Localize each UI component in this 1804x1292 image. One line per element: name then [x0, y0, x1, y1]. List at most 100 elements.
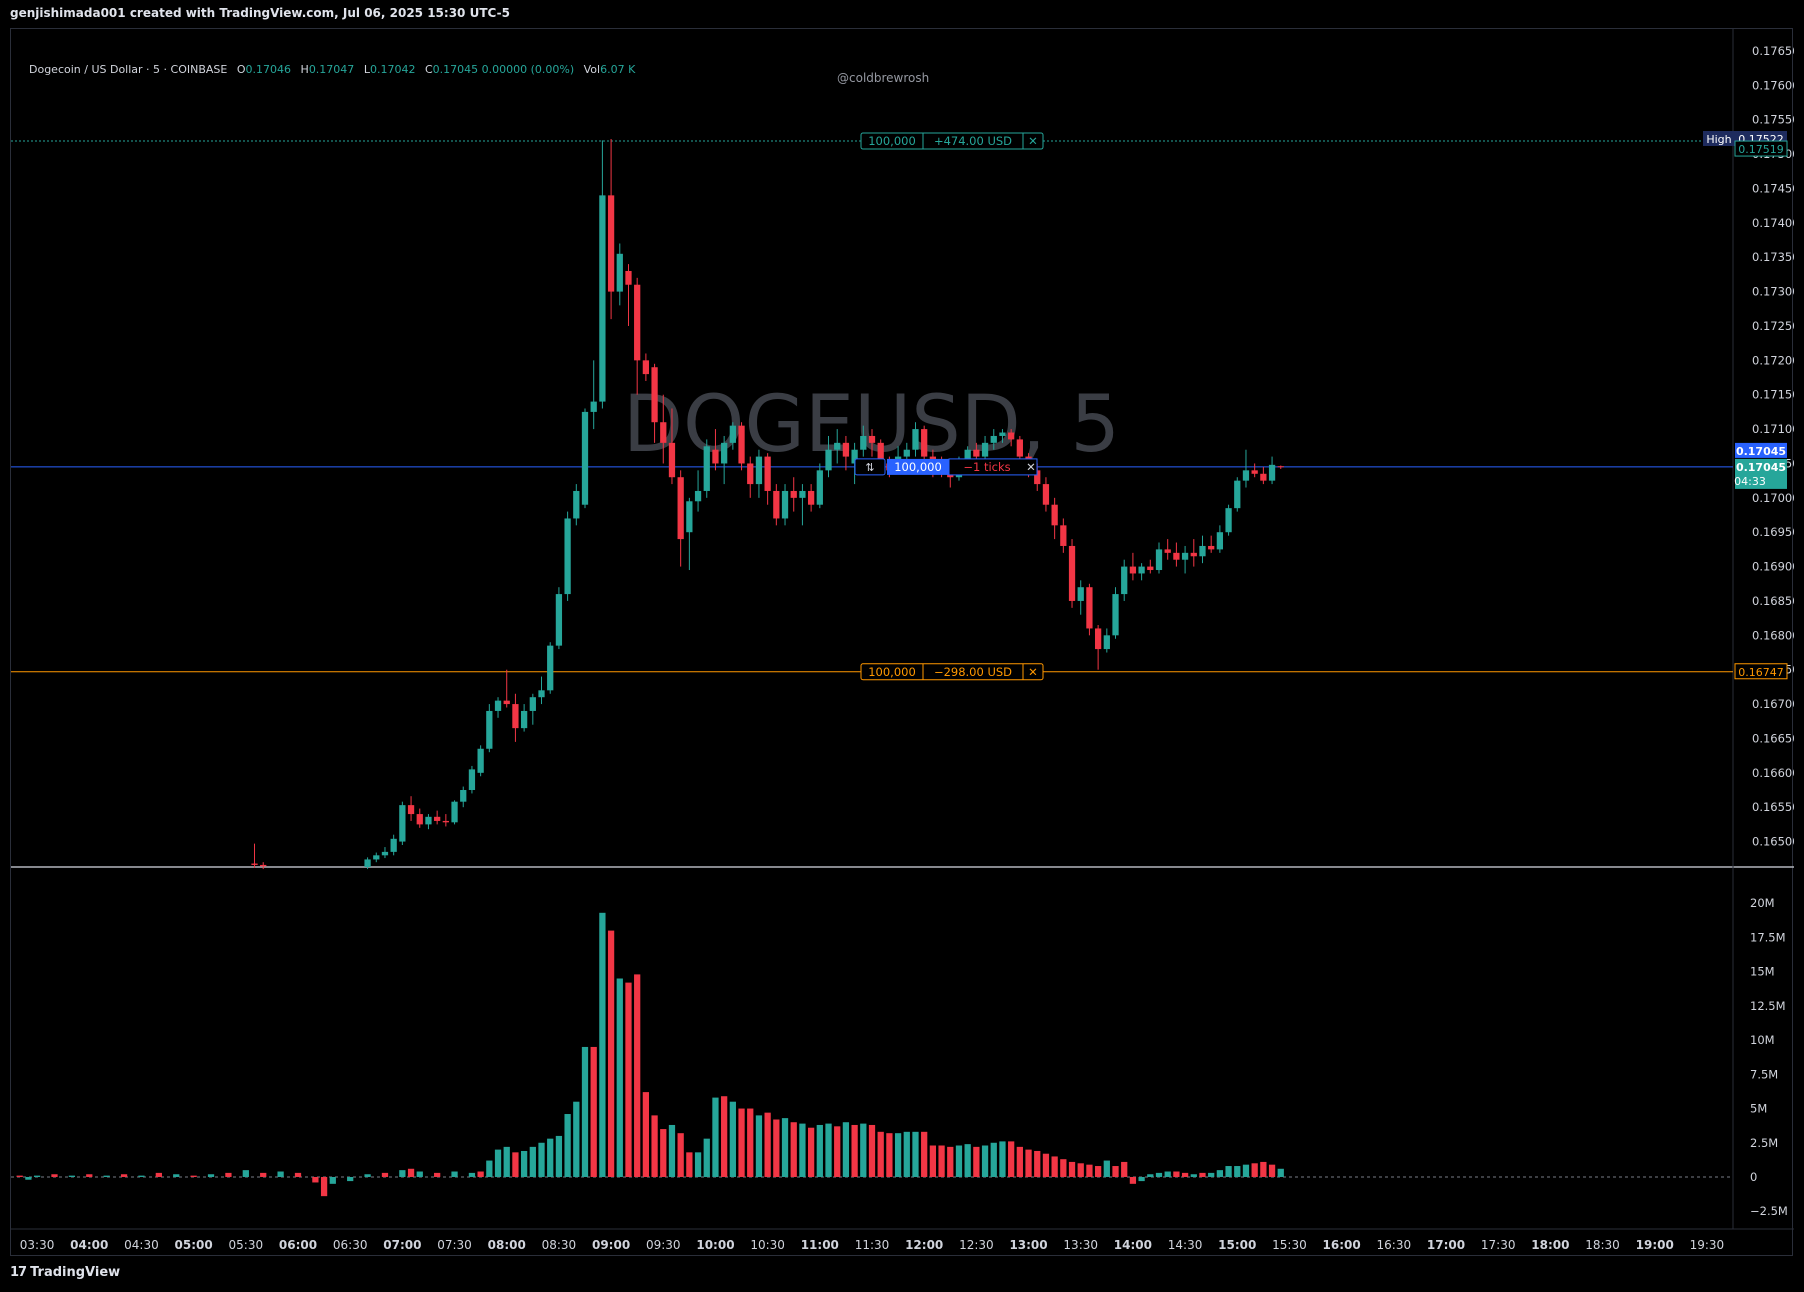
- volume-bar: [312, 1176, 319, 1183]
- volume-bar: [660, 1129, 667, 1177]
- volume-bar: [520, 1150, 528, 1177]
- candle-body: [1129, 566, 1137, 574]
- position-close-icon[interactable]: ✕: [1026, 460, 1036, 474]
- volume-bar: [364, 1174, 371, 1177]
- volume-bar: [842, 1122, 850, 1177]
- volume-bar: [451, 1171, 458, 1177]
- volume-bar: [1147, 1174, 1154, 1177]
- volume-bar: [25, 1176, 32, 1180]
- legend-volume-value: 6.07 K: [600, 63, 636, 76]
- volume-bar: [1112, 1166, 1119, 1177]
- volume-bar: [981, 1145, 989, 1177]
- take-profit-order-close-icon[interactable]: ✕: [1028, 134, 1038, 148]
- candle-body: [1155, 549, 1163, 571]
- volume-bar: [503, 1146, 510, 1177]
- volume-bar: [747, 1108, 754, 1177]
- time-tick-label: 12:00: [905, 1238, 943, 1252]
- volume-bar: [555, 1135, 563, 1177]
- volume-bar: [1016, 1146, 1023, 1177]
- stop-loss-order-close-icon[interactable]: ✕: [1028, 665, 1038, 679]
- volume-bar: [816, 1124, 823, 1177]
- volume-tick-label: 15M: [1750, 965, 1775, 979]
- volume-bar: [686, 1152, 693, 1177]
- reverse-position-icon[interactable]: ⇅: [865, 461, 874, 474]
- high-label-box: [1703, 130, 1735, 146]
- volume-bar: [860, 1123, 867, 1177]
- candle-body: [1268, 464, 1276, 481]
- candle-body: [390, 838, 397, 852]
- legend-open-value: 0.17046: [245, 63, 292, 76]
- volume-bar: [347, 1176, 354, 1182]
- candle-body: [825, 449, 832, 471]
- volume-bar: [33, 1175, 41, 1177]
- candle-body: [451, 801, 458, 823]
- candle-body: [494, 700, 502, 711]
- time-tick-label: 15:00: [1218, 1238, 1256, 1252]
- candle-body: [729, 425, 736, 443]
- candle-body: [442, 820, 449, 823]
- candlestick-chart[interactable]: DOGEUSD, 50.176500.176000.175500.175000.…: [11, 29, 1794, 1257]
- candle-body: [790, 490, 797, 498]
- volume-bar: [773, 1119, 780, 1177]
- volume-bar: [677, 1133, 684, 1177]
- legend-symbol[interactable]: Dogecoin / US Dollar · 5 · COINBASE: [29, 63, 228, 76]
- volume-bar: [781, 1118, 789, 1177]
- volume-bar: [138, 1175, 145, 1177]
- time-tick-label: 04:00: [70, 1238, 108, 1252]
- candle-body: [425, 816, 432, 825]
- tradingview-brand[interactable]: 17 TradingView: [10, 1265, 120, 1280]
- candle-body: [1094, 628, 1102, 650]
- time-tick-label: 17:00: [1427, 1238, 1465, 1252]
- candle-body: [1051, 504, 1058, 526]
- chart-frame[interactable]: DOGEUSD, 50.176500.176000.175500.175000.…: [10, 28, 1794, 1257]
- volume-bar: [1094, 1166, 1102, 1177]
- candle-body: [668, 442, 676, 478]
- candle-body: [990, 435, 997, 443]
- volume-bar: [399, 1170, 406, 1177]
- time-tick-label: 04:30: [124, 1238, 159, 1252]
- volume-bar: [590, 1046, 597, 1177]
- volume-bar: [607, 930, 615, 1177]
- time-tick-label: 11:00: [801, 1238, 839, 1252]
- volume-tick-label: 7.5M: [1750, 1067, 1778, 1081]
- candle-body: [625, 270, 632, 285]
- volume-bar: [886, 1133, 893, 1177]
- volume-bar: [538, 1142, 545, 1177]
- time-tick-label: 13:00: [1009, 1238, 1047, 1252]
- candle-body: [1068, 545, 1076, 601]
- candle-body: [842, 442, 850, 457]
- candle-body: [799, 490, 806, 498]
- volume-bar: [764, 1112, 771, 1177]
- volume-bar: [651, 1115, 658, 1177]
- volume-bar: [703, 1138, 710, 1177]
- candle-body: [634, 284, 641, 361]
- time-tick-label: 05:00: [175, 1238, 213, 1252]
- candle-body: [547, 645, 554, 691]
- volume-bar: [738, 1108, 745, 1177]
- candle-body: [251, 863, 258, 865]
- candle-body: [816, 470, 823, 505]
- position-pnl: −1 ticks: [963, 460, 1010, 474]
- candle-body: [1034, 470, 1041, 485]
- candle-body: [477, 748, 484, 773]
- volume-tick-label: −2.5M: [1750, 1204, 1788, 1218]
- candle-body: [573, 490, 580, 519]
- time-tick-label: 06:00: [279, 1238, 317, 1252]
- candle-body: [747, 463, 754, 485]
- candle-body: [555, 594, 563, 646]
- volume-bar: [903, 1131, 910, 1177]
- last-price-box: [1735, 458, 1787, 489]
- high-label: High: [1706, 133, 1731, 146]
- candle-body: [416, 814, 423, 825]
- volume-bar: [294, 1172, 302, 1177]
- time-tick-label: 14:30: [1168, 1238, 1203, 1252]
- take-profit-order-qty: 100,000: [868, 134, 916, 148]
- candle-body: [686, 501, 693, 533]
- candle-body: [651, 367, 658, 423]
- candle-body: [660, 422, 667, 443]
